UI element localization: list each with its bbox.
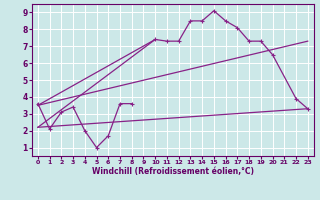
X-axis label: Windchill (Refroidissement éolien,°C): Windchill (Refroidissement éolien,°C) xyxy=(92,167,254,176)
